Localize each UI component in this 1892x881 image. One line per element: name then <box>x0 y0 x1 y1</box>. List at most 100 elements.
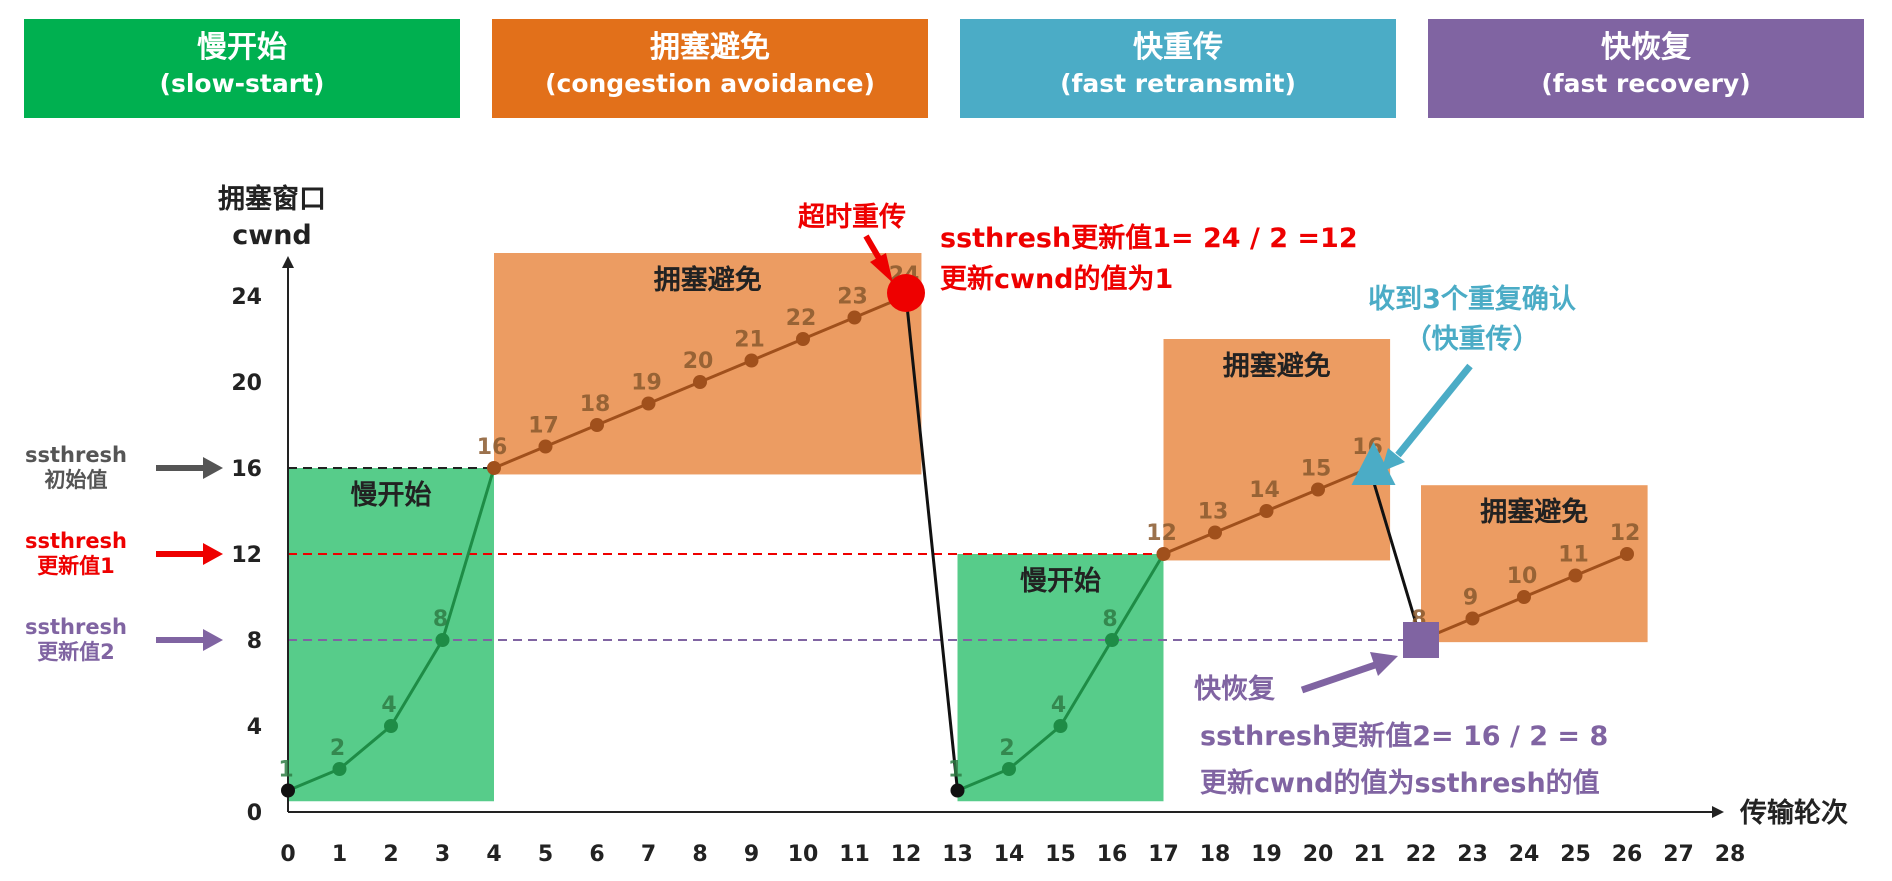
x-tick-label: 16 <box>1097 842 1128 867</box>
point-value-label: 8 <box>1102 607 1117 632</box>
point-value-label: 9 <box>1463 586 1478 611</box>
threshold-label-1: ssthresh <box>25 529 127 553</box>
region-label-1: 拥塞避免 <box>654 264 762 296</box>
data-point <box>435 633 450 647</box>
point-value-label: 13 <box>1198 500 1229 525</box>
header-title-en: (fast retransmit) <box>1060 69 1296 98</box>
data-point <box>1259 504 1274 518</box>
x-tick-label: 26 <box>1612 842 1643 867</box>
fast-recovery-arrow-head <box>1370 652 1398 676</box>
threshold-sublabel-1: 更新值1 <box>37 554 115 578</box>
header-congestion-avoidance: 拥塞避免 (congestion avoidance) <box>492 19 928 118</box>
point-value-label: 16 <box>477 435 508 460</box>
x-tick-label: 12 <box>891 842 922 867</box>
timeout-label: 超时重传 <box>798 202 906 233</box>
x-tick-label: 25 <box>1560 842 1591 867</box>
fast-recovery-arrow-shaft <box>1300 660 1380 694</box>
data-point <box>1620 547 1634 561</box>
data-point <box>1002 762 1016 776</box>
x-tick-label: 23 <box>1457 842 1488 867</box>
threshold-sublabel-0: 初始值 <box>45 468 108 492</box>
x-tick-label: 14 <box>994 842 1025 867</box>
header-slow-start: 慢开始 (slow-start) <box>24 19 460 118</box>
y-tick-label: 20 <box>231 371 262 396</box>
x-tick-label: 1 <box>332 842 347 867</box>
x-tick-label: 27 <box>1663 842 1694 867</box>
point-value-label: 8 <box>433 607 448 632</box>
data-point <box>1465 611 1480 626</box>
timeout-arrow-shaft <box>863 234 883 262</box>
data-point <box>590 418 604 432</box>
fast-retransmit-label-line2: （快重传） <box>1405 324 1540 355</box>
point-value-label: 10 <box>1507 564 1538 589</box>
data-point <box>1208 525 1222 540</box>
point-value-label: 14 <box>1249 478 1280 503</box>
y-tick-label: 0 <box>247 801 262 826</box>
data-point <box>1568 568 1583 583</box>
region-congestion-avoidance-3 <box>1163 339 1391 561</box>
fast-retransmit-arrow-head <box>1381 448 1405 472</box>
x-tick-label: 21 <box>1354 842 1385 867</box>
fast-recovery-label: 快恢复 <box>1194 674 1276 705</box>
point-value-label: 1 <box>278 758 293 783</box>
data-point <box>950 783 965 798</box>
x-tick-label: 20 <box>1303 842 1334 867</box>
data-point <box>641 396 656 411</box>
fast-retransmit-marker <box>1351 442 1396 485</box>
y-axis-unit: cwnd <box>232 220 312 251</box>
y-tick-label: 4 <box>247 715 262 740</box>
x-tick-label: 11 <box>839 842 870 867</box>
threshold-arrow-head-2 <box>203 629 223 651</box>
timeout-marker <box>887 274 925 312</box>
header-title-en: (slow-start) <box>159 69 325 98</box>
x-tick-label: 15 <box>1045 842 1076 867</box>
fast-recovery-note-line2: 更新cwnd的值为ssthresh的值 <box>1200 767 1600 799</box>
x-tick-label: 17 <box>1148 842 1179 867</box>
threshold-label-2: ssthresh <box>25 615 127 639</box>
point-value-label: 22 <box>786 306 817 331</box>
point-value-label: 1 <box>948 758 963 783</box>
data-point <box>384 719 398 733</box>
point-value-label: 2 <box>999 736 1014 761</box>
point-value-label: 4 <box>1051 693 1066 718</box>
x-tick-label: 2 <box>383 842 398 867</box>
point-value-label: 4 <box>381 693 396 718</box>
data-point <box>538 439 553 454</box>
fast-recovery-marker <box>1403 622 1439 658</box>
point-value-label: 11 <box>1558 543 1589 568</box>
data-point <box>693 375 707 389</box>
y-axis-title: 拥塞窗口 <box>218 183 326 215</box>
data-point <box>487 461 501 475</box>
region-label-4: 拥塞避免 <box>1480 496 1588 528</box>
x-tick-label: 18 <box>1200 842 1231 867</box>
timeout-arrow-head <box>870 253 893 283</box>
point-value-label: 19 <box>631 371 662 396</box>
data-point <box>1156 547 1171 561</box>
timeout-note-line1: ssthresh更新值1= 24 / 2 =12 <box>940 222 1358 254</box>
timeout-note-line2: 更新cwnd的值为1 <box>940 263 1173 295</box>
header-title-zh: 慢开始 <box>197 30 287 65</box>
data-point <box>1053 719 1068 733</box>
point-value-label: 17 <box>528 414 559 439</box>
region-slow-start-2 <box>957 554 1164 802</box>
data-point <box>332 762 347 776</box>
data-point <box>1105 633 1119 647</box>
region-label-3: 拥塞避免 <box>1223 350 1331 382</box>
fast-recovery-note-line1: ssthresh更新值2= 16 / 2 = 8 <box>1200 720 1608 752</box>
data-point <box>1311 482 1325 497</box>
point-value-label: 12 <box>1610 521 1641 546</box>
point-value-label: 15 <box>1301 457 1332 482</box>
region-label-0: 慢开始 <box>351 479 432 511</box>
threshold-label-0: ssthresh <box>25 443 127 467</box>
x-tick-label: 9 <box>744 842 759 867</box>
region-label-2: 慢开始 <box>1020 565 1101 597</box>
x-tick-label: 19 <box>1251 842 1282 867</box>
threshold-arrow-head-1 <box>203 543 223 565</box>
y-tick-label: 24 <box>231 285 262 310</box>
region-congestion-avoidance-4 <box>1421 485 1648 643</box>
threshold-sublabel-2: 更新值2 <box>37 640 115 664</box>
point-value-label: 12 <box>1146 521 1177 546</box>
header-title-zh: 快重传 <box>1133 30 1223 65</box>
x-tick-label: 22 <box>1406 842 1437 867</box>
